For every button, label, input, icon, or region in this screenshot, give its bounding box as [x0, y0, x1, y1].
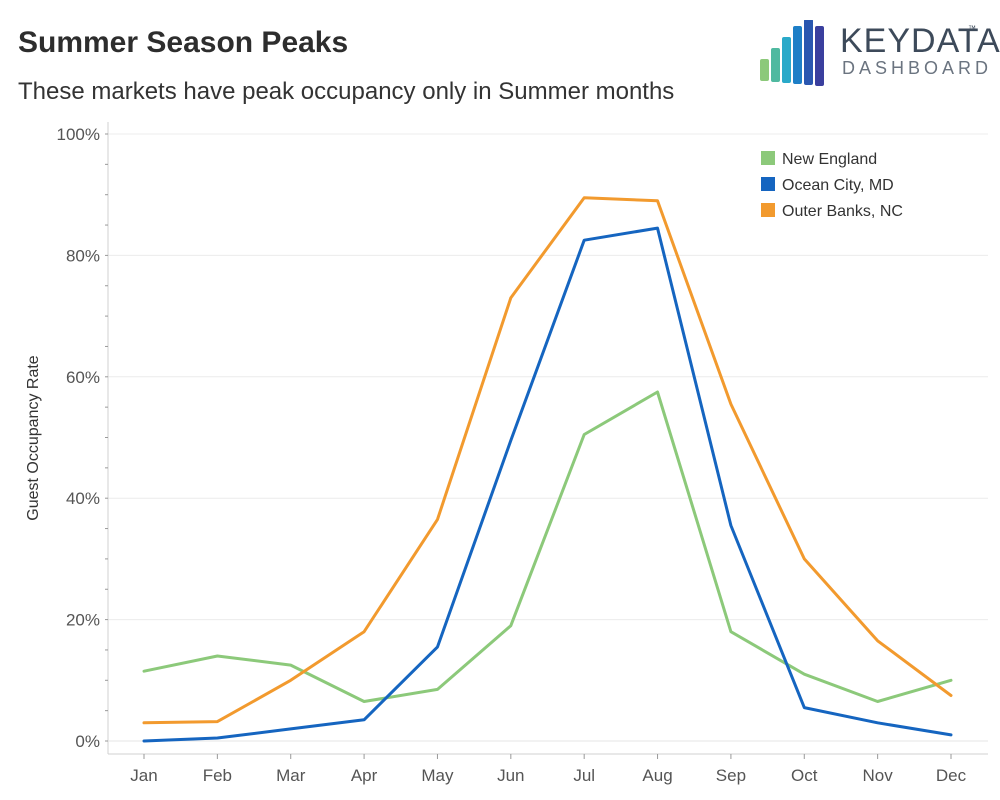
x-tick-label: May	[421, 766, 454, 785]
logo-bar	[782, 37, 791, 83]
x-tick-label: Jan	[130, 766, 157, 785]
logo-bar	[771, 48, 780, 82]
y-tick-label: 0%	[75, 732, 100, 751]
legend-label: Outer Banks, NC	[782, 203, 903, 220]
logo-trademark: ™	[968, 24, 976, 33]
keydata-logo: KEYDATA ™ DASHBOARD	[758, 14, 1000, 94]
chart-subtitle: These markets have peak occupancy only i…	[18, 78, 675, 105]
x-tick-label: Sep	[716, 766, 746, 785]
logo-bars-icon	[760, 20, 824, 86]
chart-title: Summer Season Peaks	[18, 26, 349, 59]
logo-bar	[804, 20, 813, 85]
logo-bar	[760, 59, 769, 81]
x-tick-label: Jun	[497, 766, 524, 785]
x-tick-label: Nov	[863, 766, 894, 785]
logo-dashboard-text: DASHBOARD	[842, 58, 993, 78]
legend-swatch	[761, 177, 775, 191]
y-tick-label: 20%	[66, 611, 100, 630]
legend-swatch	[761, 203, 775, 217]
x-tick-label: Feb	[203, 766, 232, 785]
series-line-ocean-city-md	[142, 226, 953, 743]
logo-bar	[815, 26, 824, 86]
series-line-outer-banks-nc	[142, 196, 953, 725]
y-tick-label: 100%	[57, 125, 100, 144]
x-tick-label: Aug	[642, 766, 672, 785]
logo-key-text: KEYDATA	[840, 22, 1000, 60]
x-tick-label: Dec	[936, 766, 967, 785]
legend-label: Ocean City, MD	[782, 177, 894, 194]
x-tick-label: Jul	[573, 766, 595, 785]
x-tick-label: Oct	[791, 766, 818, 785]
series-line-new-england	[142, 390, 953, 703]
legend-label: New England	[782, 151, 877, 168]
x-tick-label: Apr	[351, 766, 378, 785]
legend-swatch	[761, 151, 775, 165]
logo-bar	[793, 26, 802, 84]
y-tick-label: 80%	[66, 246, 100, 265]
y-tick-label: 60%	[66, 368, 100, 387]
y-tick-label: 40%	[66, 489, 100, 508]
x-tick-label: Mar	[276, 766, 306, 785]
